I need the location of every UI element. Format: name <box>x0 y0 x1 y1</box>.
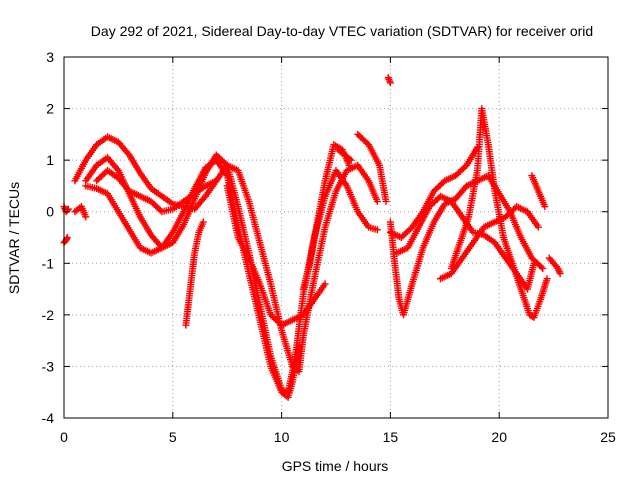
plot-frame <box>63 56 609 419</box>
data-point-marker <box>363 139 371 147</box>
data-point-marker <box>373 197 381 205</box>
x-tick-label: 20 <box>491 429 507 445</box>
data-point-marker <box>200 194 208 202</box>
y-tick-label: 2 <box>46 101 54 117</box>
data-point-marker <box>537 263 545 271</box>
x-axis-title: GPS time / hours <box>282 458 389 474</box>
y-tick-label: 0 <box>46 204 54 220</box>
plot-grid <box>64 57 608 418</box>
data-point-marker <box>199 218 207 226</box>
data-point-marker <box>345 161 353 169</box>
series-pass-q <box>436 203 542 283</box>
data-point-marker <box>63 206 71 214</box>
data-point-marker <box>295 342 303 350</box>
series-pass-a <box>60 203 72 216</box>
data-point-marker <box>347 156 355 164</box>
y-tick-label: -2 <box>42 307 55 323</box>
data-point-marker <box>534 223 542 231</box>
series-pass-p <box>393 192 538 293</box>
y-tick-label: -4 <box>42 410 55 426</box>
series-pass-g <box>93 166 220 216</box>
series-pass-o <box>386 143 481 241</box>
data-point-marker <box>212 177 220 185</box>
data-point-marker <box>373 226 381 234</box>
data-point-marker <box>385 75 393 83</box>
series-pass-r <box>447 105 551 321</box>
series-pass-c <box>71 203 90 221</box>
data-point-marker <box>63 234 71 241</box>
x-tick-label: 5 <box>169 429 177 445</box>
data-point-marker <box>386 79 394 87</box>
data-point-marker <box>382 197 390 205</box>
y-axis-title: SDTVAR / TECUs <box>6 182 22 294</box>
x-tick-label: 15 <box>383 429 399 445</box>
data-point-marker <box>541 203 549 211</box>
data-point-marker <box>543 275 551 283</box>
series-pass-l <box>354 130 390 205</box>
chart-title: Day 292 of 2021, Sidereal Day-to-day VTE… <box>91 23 593 39</box>
series-pass-f <box>82 156 303 401</box>
data-point-marker <box>346 155 354 163</box>
y-tick-label: -3 <box>42 358 55 374</box>
data-point-marker <box>539 264 547 272</box>
series-pass-m <box>384 74 394 87</box>
series-pass-t <box>545 254 564 278</box>
data-point-marker <box>113 165 121 173</box>
x-tick-label: 25 <box>600 429 616 445</box>
data-point-marker <box>556 270 564 278</box>
data-point-marker <box>156 206 164 214</box>
y-tick-label: 3 <box>46 49 54 65</box>
y-tick-labels: -4 -3 -2 -1 0 1 2 3 <box>42 49 55 426</box>
x-tick-labels: 0 5 10 15 20 25 <box>60 429 616 445</box>
data-points <box>60 74 564 401</box>
x-tick-label: 0 <box>60 429 68 445</box>
series-pass-j <box>299 141 353 293</box>
y-tick-label: 1 <box>46 152 54 168</box>
series-pass-s <box>528 172 549 211</box>
x-tick-label: 10 <box>274 429 290 445</box>
data-point-marker <box>222 160 230 168</box>
data-point-marker <box>82 213 90 221</box>
series-pass-k <box>334 146 355 164</box>
data-point-marker <box>124 149 132 157</box>
axis-ticks <box>63 56 609 419</box>
data-point-marker <box>321 280 329 288</box>
y-tick-label: -1 <box>42 255 55 271</box>
series-pass-h <box>182 218 207 329</box>
data-point-marker <box>386 77 394 85</box>
series-pass-i <box>223 182 329 329</box>
data-point-marker <box>530 259 538 267</box>
series-pass-b <box>60 234 71 247</box>
